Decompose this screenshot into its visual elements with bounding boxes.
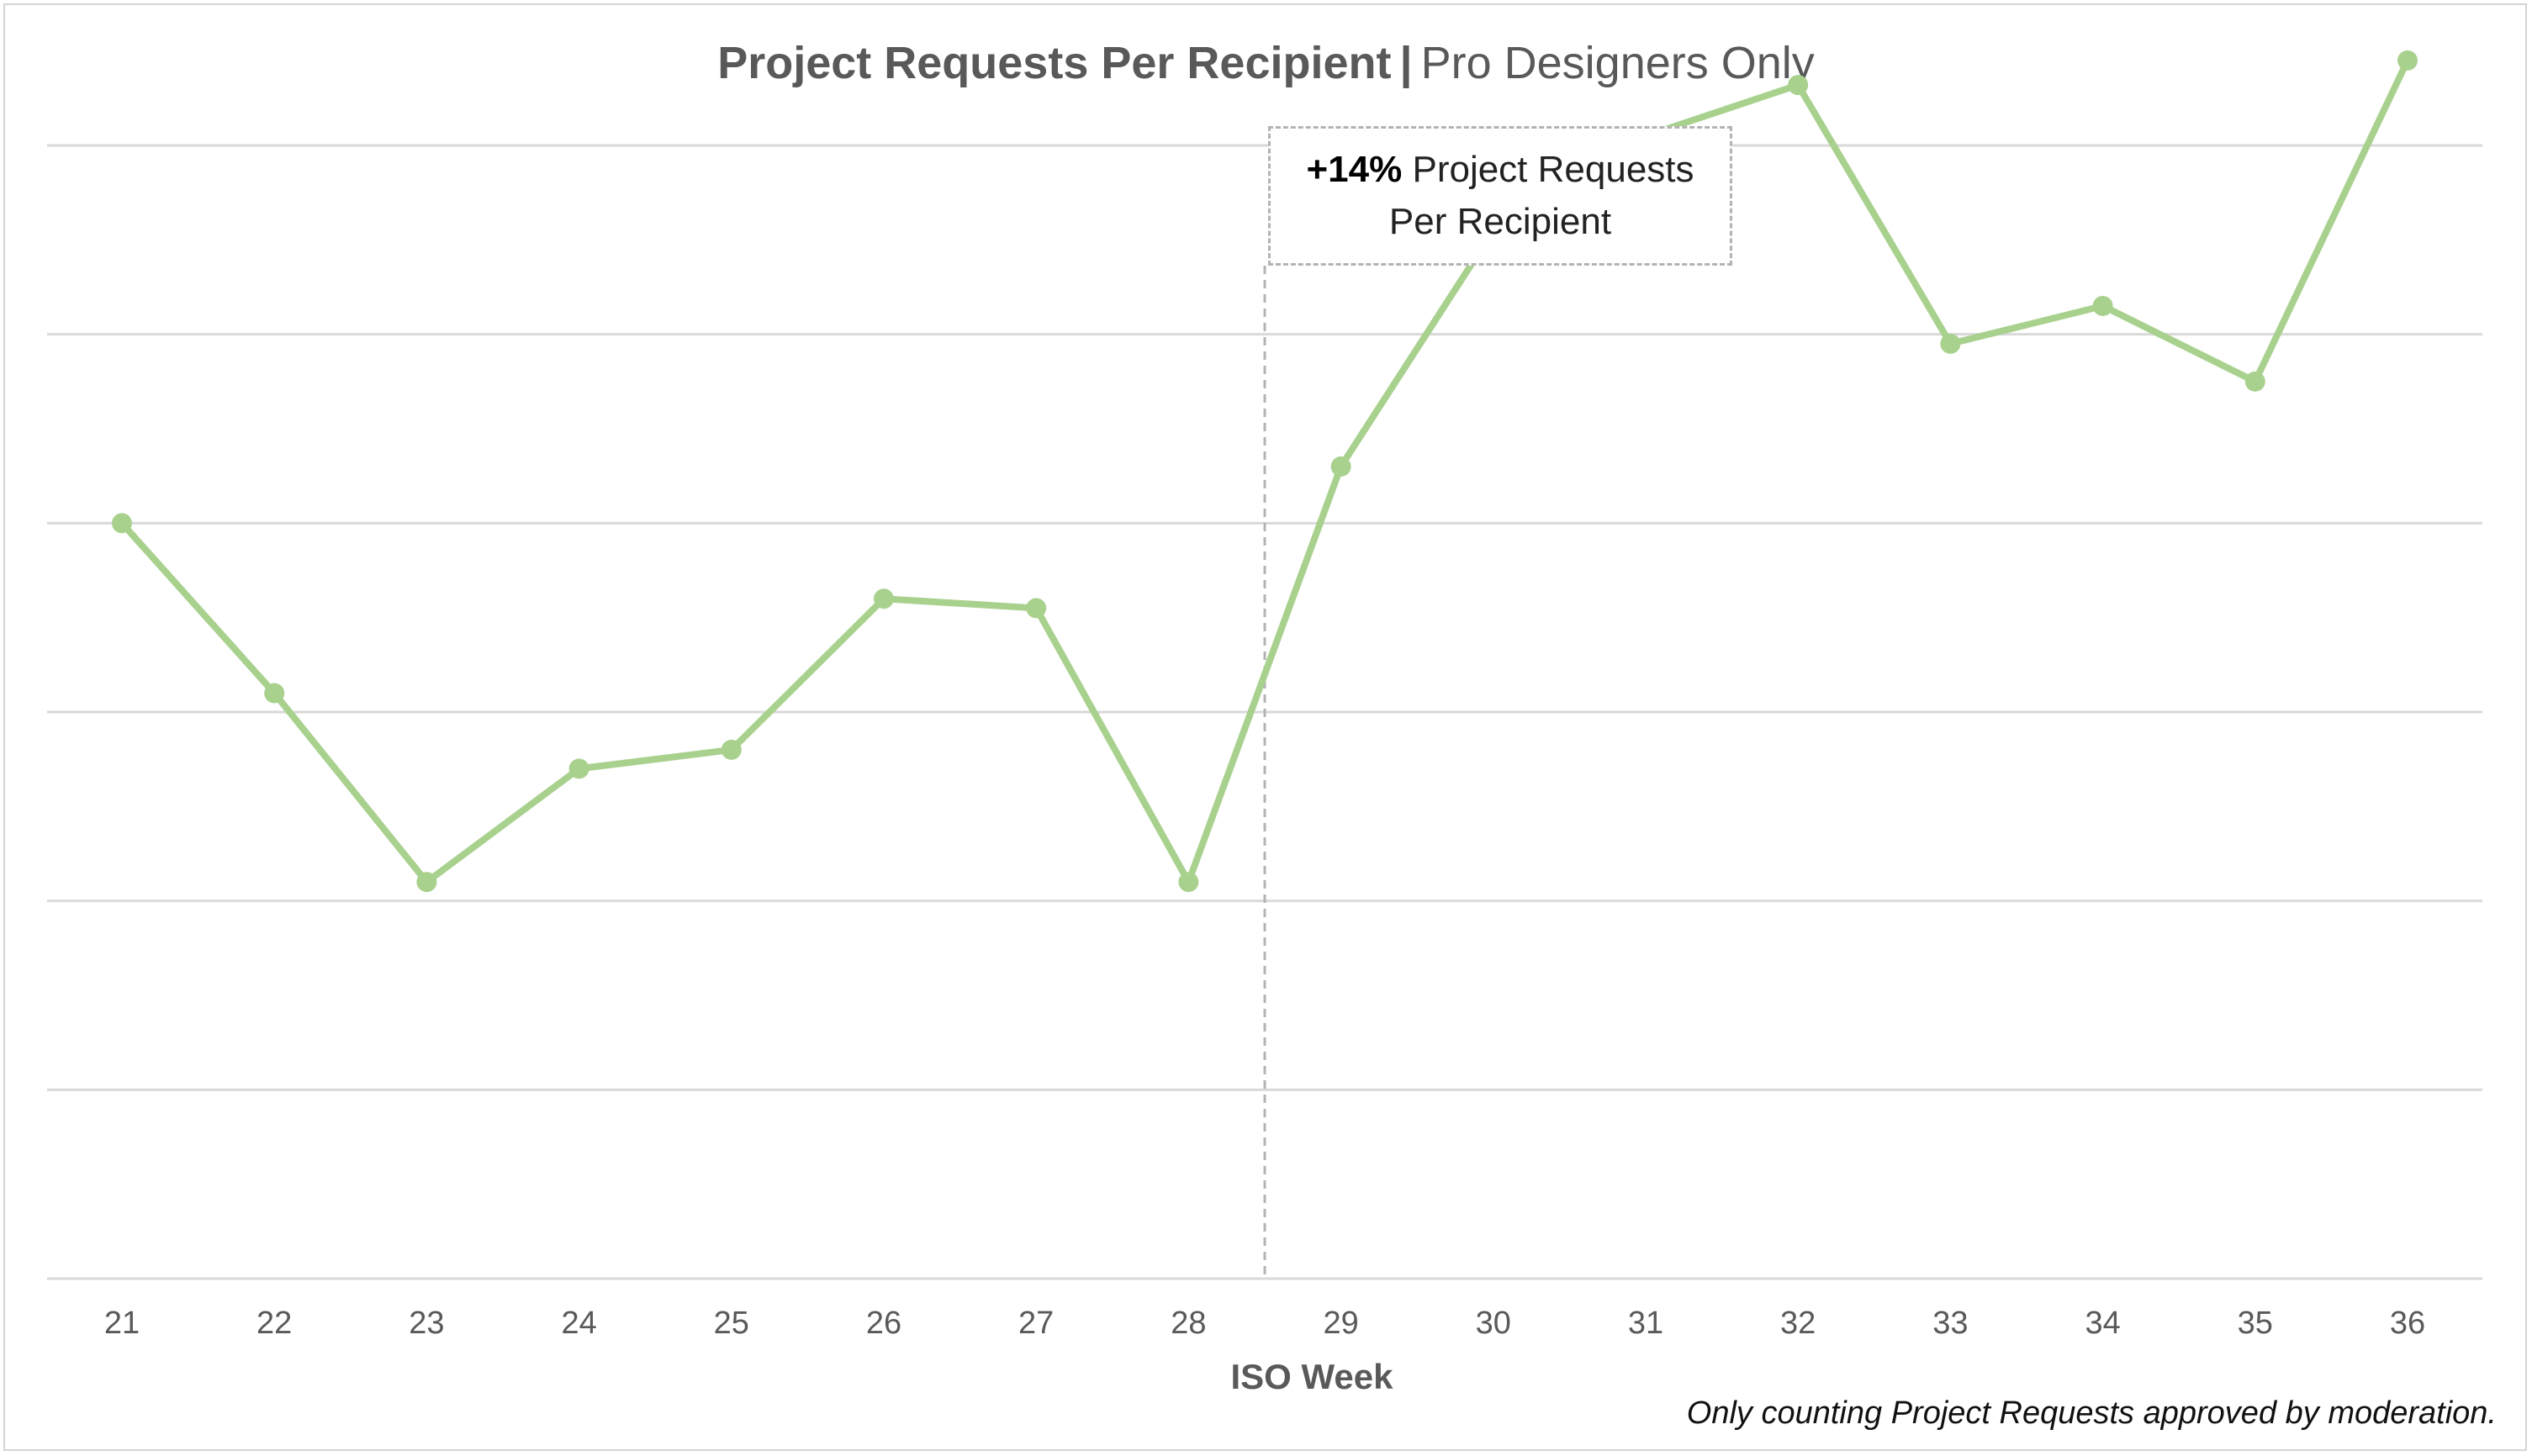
chart-title-main: Project Requests Per Recipient <box>717 38 1392 88</box>
footnote: Only counting Project Requests approved … <box>1686 1395 2497 1431</box>
x-tick-label: 26 <box>866 1306 901 1341</box>
x-tick-label: 33 <box>1932 1306 1968 1341</box>
x-tick-labels: 21 22 23 24 25 26 27 28 29 30 31 32 33 34 35 36 <box>104 1306 2425 1341</box>
chart-subtitle: Pro Designers Only <box>1420 38 1815 88</box>
x-tick-label: 32 <box>1780 1306 1816 1341</box>
data-point-week-25 <box>721 739 742 760</box>
data-point-week-21 <box>112 513 132 534</box>
data-point-week-35 <box>2244 371 2265 392</box>
x-tick-label: 29 <box>1323 1306 1358 1341</box>
data-point-week-33 <box>1940 333 1961 354</box>
annotation-box: +14% Project Requests Per Recipient <box>1268 126 1732 266</box>
data-point-week-34 <box>2092 295 2113 316</box>
data-point-week-36 <box>2397 50 2418 71</box>
x-tick-label: 25 <box>714 1306 749 1341</box>
x-tick-label: 28 <box>1171 1306 1206 1341</box>
x-tick-label: 35 <box>2238 1306 2273 1341</box>
data-point-week-26 <box>874 588 894 609</box>
x-tick-label: 36 <box>2390 1306 2425 1341</box>
data-point-week-32 <box>1788 75 1809 96</box>
annotation-highlight: +14% <box>1306 149 1403 190</box>
x-tick-label: 23 <box>409 1306 444 1341</box>
data-point-week-27 <box>1026 598 1047 619</box>
annotation-line-2: Per Recipient <box>1388 201 1612 242</box>
x-tick-label: 34 <box>2085 1306 2120 1341</box>
chart-title-separator: | <box>1399 38 1413 88</box>
x-axis-label: ISO Week <box>1231 1357 1394 1396</box>
data-point-week-24 <box>568 758 589 779</box>
x-tick-label: 31 <box>1628 1306 1663 1341</box>
chart-title: Project Requests Per Recipient | Pro Desig… <box>0 37 2532 89</box>
series-line <box>119 56 2411 886</box>
x-tick-label: 27 <box>1018 1306 1054 1341</box>
x-tick-label: 22 <box>256 1306 292 1341</box>
annotation-line-1: +14% Project Requests <box>1306 144 1694 196</box>
x-tick-label: 24 <box>561 1306 596 1341</box>
x-tick-label: 21 <box>104 1306 140 1341</box>
annotation-line-1-text: Project Requests <box>1412 149 1694 190</box>
x-tick-label: 30 <box>1476 1306 1511 1341</box>
data-point-week-22 <box>264 683 285 704</box>
data-point-week-28 <box>1178 872 1199 893</box>
data-point-week-29 <box>1330 456 1351 477</box>
data-point-week-23 <box>416 872 437 893</box>
